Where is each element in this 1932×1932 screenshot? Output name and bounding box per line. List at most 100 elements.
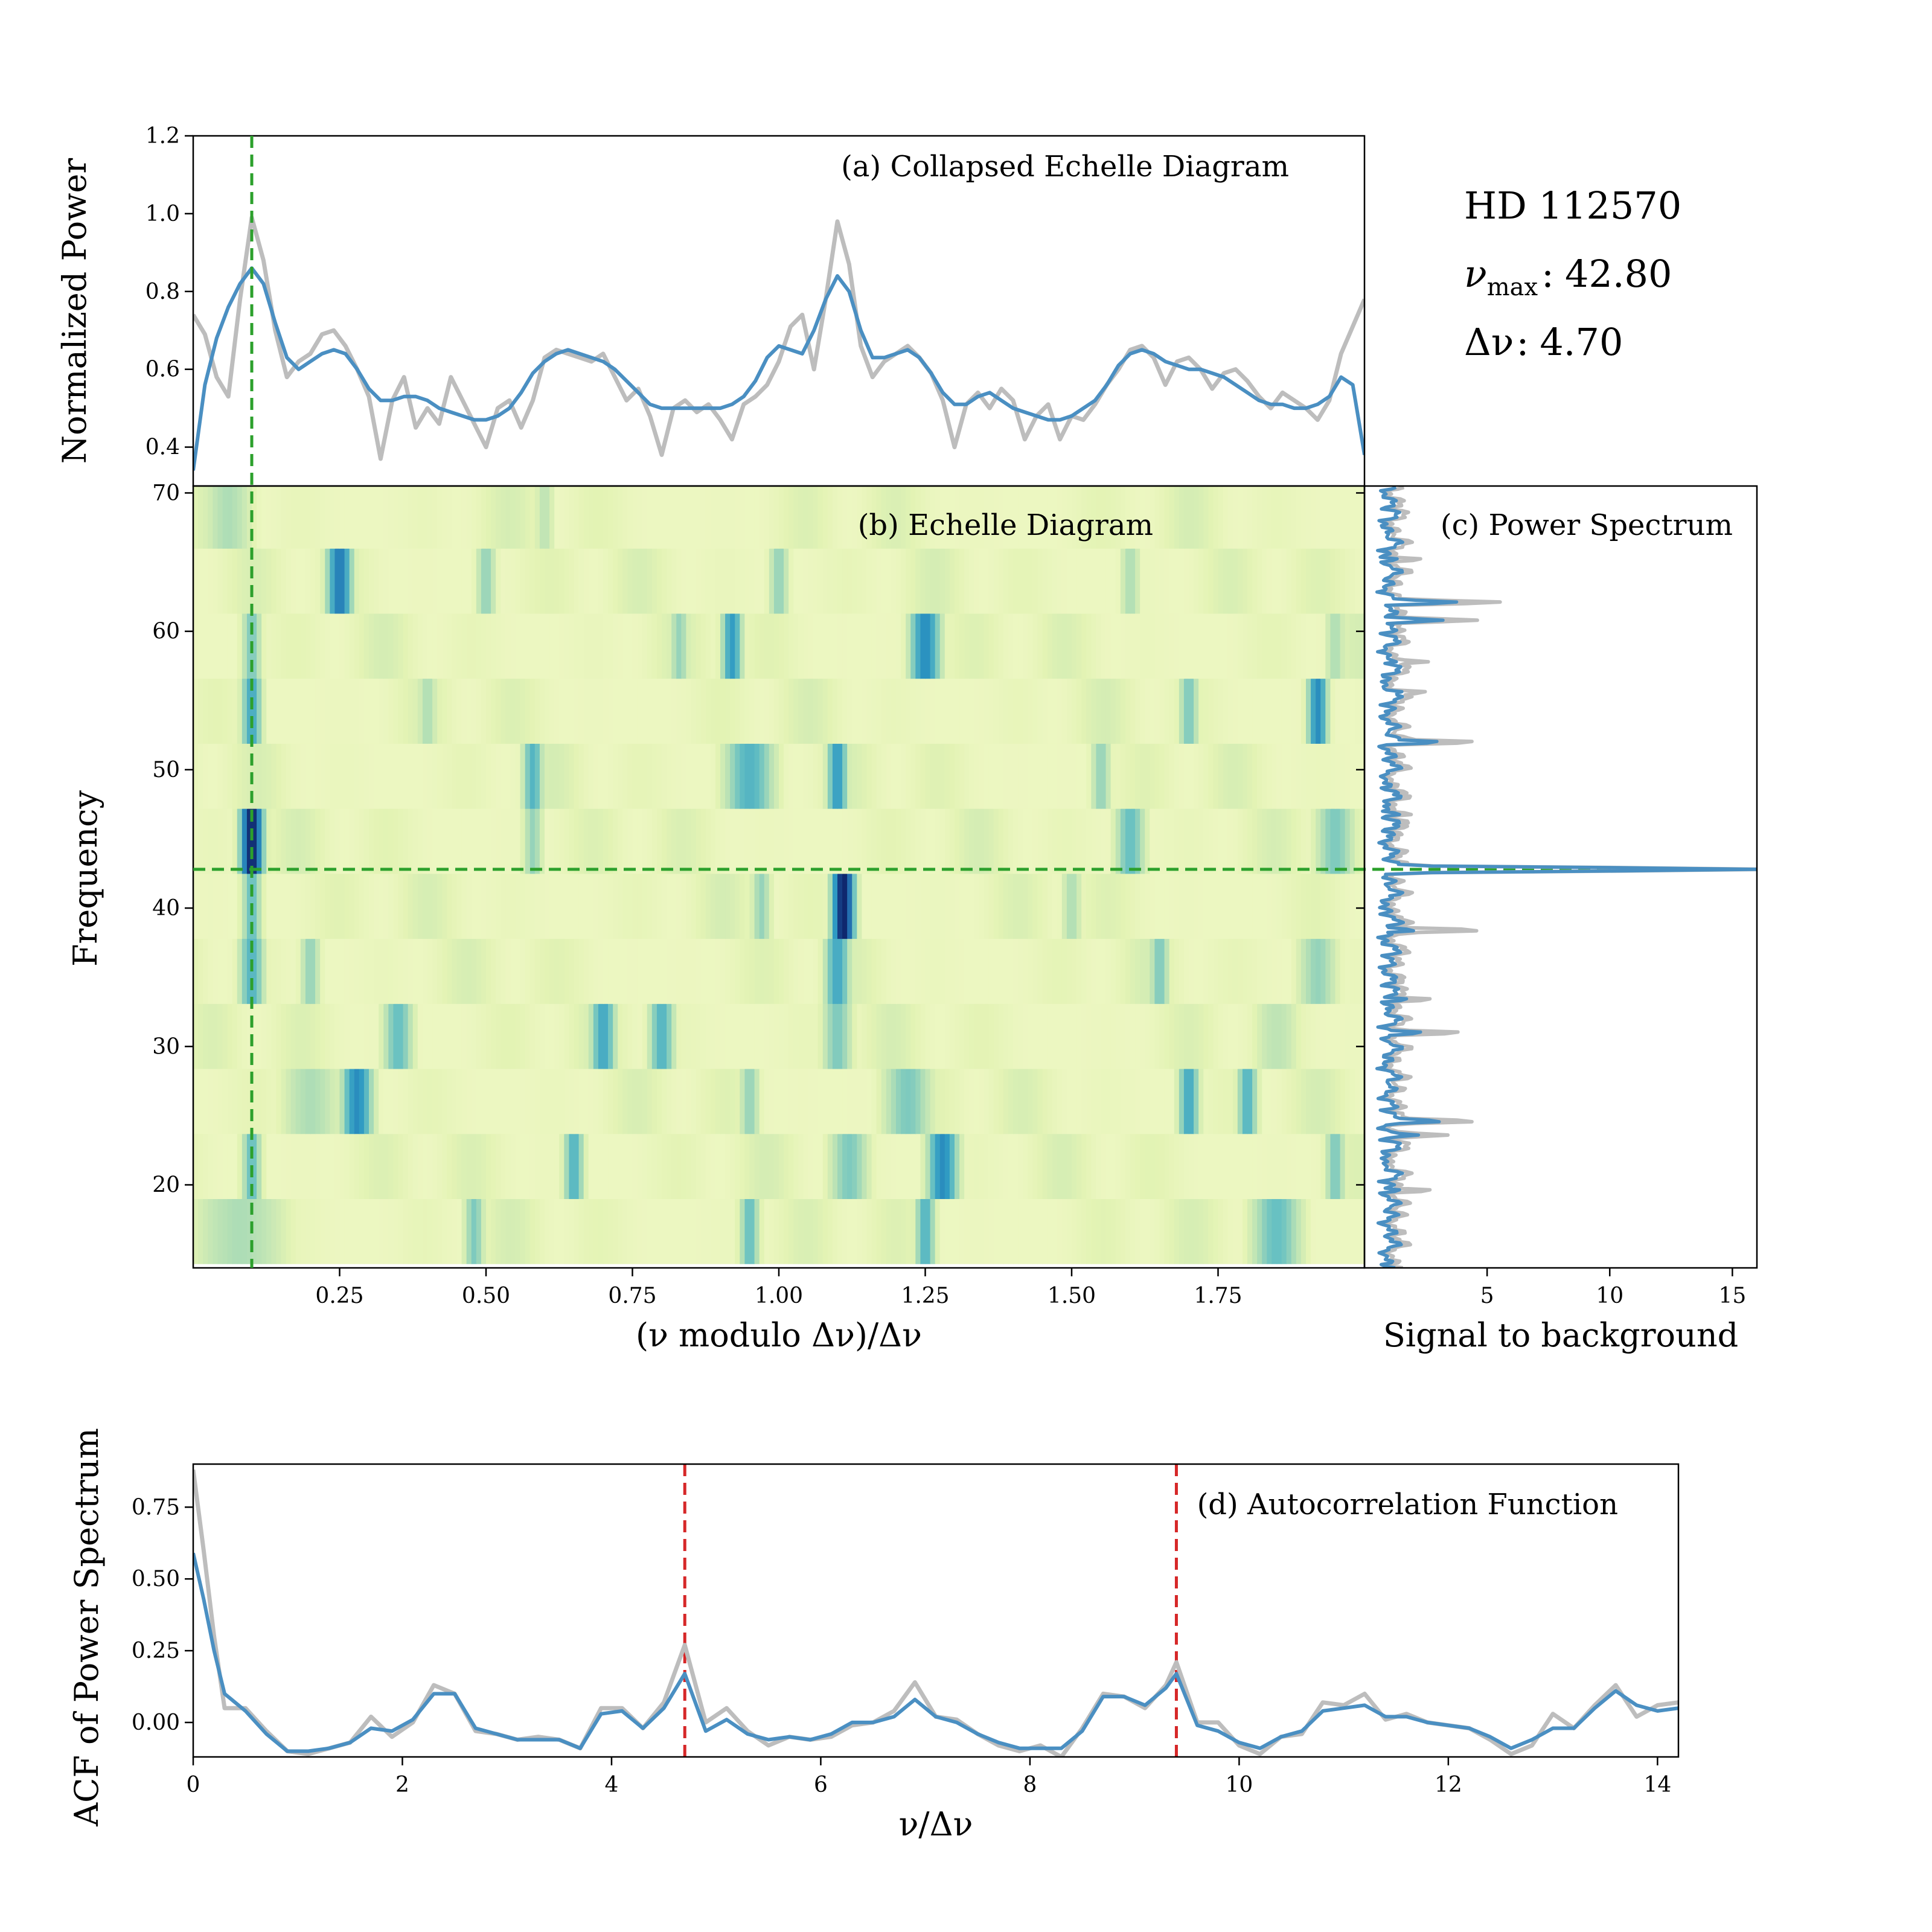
echelle-cell	[979, 1198, 985, 1264]
echelle-cell	[964, 1068, 970, 1134]
echelle-cell	[1227, 808, 1233, 874]
echelle-cell	[232, 808, 238, 874]
echelle-cell	[700, 808, 706, 874]
echelle-cell	[481, 1003, 487, 1069]
echelle-cell	[486, 1068, 491, 1134]
echelle-cell	[1120, 1068, 1126, 1134]
echelle-cell	[886, 808, 892, 874]
echelle-cell	[754, 1133, 760, 1199]
echelle-cell	[681, 613, 687, 679]
echelle-cell	[1223, 1198, 1229, 1264]
echelle-cell	[1008, 873, 1014, 939]
echelle-cell	[667, 1003, 672, 1069]
echelle-cell	[432, 486, 438, 549]
echelle-cell	[930, 678, 936, 744]
echelle-cell	[476, 1068, 482, 1134]
echelle-cell	[198, 1198, 203, 1264]
echelle-cell	[955, 808, 960, 874]
echelle-cell	[896, 486, 901, 549]
echelle-cell	[403, 808, 409, 874]
echelle-cell	[208, 938, 214, 1004]
echelle-cell	[730, 938, 736, 1004]
echelle-cell	[827, 1133, 833, 1199]
echelle-cell	[1042, 613, 1048, 679]
echelle-cell	[344, 1133, 350, 1199]
echelle-cell	[242, 486, 248, 549]
echelle-cell	[1130, 808, 1136, 874]
echelle-cell	[427, 486, 433, 549]
echelle-cell	[1174, 1003, 1180, 1069]
echelle-cell	[788, 678, 795, 744]
echelle-cell	[1218, 678, 1224, 744]
echelle-cell	[452, 873, 458, 939]
echelle-cell	[476, 1133, 482, 1199]
echelle-cell	[637, 743, 643, 809]
echelle-cell	[910, 548, 916, 614]
echelle-cell	[1066, 1198, 1072, 1264]
b-xtick-0.25-label: 0.25	[315, 1284, 363, 1308]
echelle-cell	[1140, 1068, 1146, 1134]
echelle-cell	[1203, 1068, 1209, 1134]
echelle-cell	[1252, 1133, 1258, 1199]
echelle-cell	[1330, 1003, 1336, 1069]
echelle-cell	[832, 678, 838, 744]
echelle-cell	[1198, 743, 1204, 809]
echelle-cell	[1003, 808, 1009, 874]
echelle-cell	[1271, 938, 1278, 1004]
echelle-cell	[1286, 873, 1292, 939]
echelle-cell	[808, 938, 814, 1004]
echelle-cell	[1296, 873, 1302, 939]
echelle-cell	[300, 873, 306, 939]
echelle-cell	[1105, 486, 1112, 549]
panel-c-frame	[1363, 485, 1758, 1269]
echelle-cell	[1325, 808, 1331, 874]
echelle-cell	[1208, 938, 1214, 1004]
echelle-cell	[744, 1003, 750, 1069]
echelle-cell	[393, 808, 399, 874]
echelle-cell	[271, 548, 277, 614]
echelle-cell	[501, 808, 507, 874]
echelle-cell	[696, 486, 702, 549]
echelle-cell	[1169, 1068, 1175, 1134]
echelle-cell	[569, 743, 575, 809]
echelle-cell	[549, 743, 555, 809]
echelle-cell	[935, 743, 941, 809]
echelle-cell	[632, 938, 638, 1004]
echelle-cell	[857, 743, 863, 809]
echelle-cell	[427, 1003, 433, 1069]
echelle-cell	[320, 873, 326, 939]
echelle-cell	[817, 743, 824, 809]
echelle-cell	[305, 1068, 311, 1134]
echelle-cell	[1101, 1003, 1107, 1069]
echelle-cell	[574, 613, 580, 679]
echelle-cell	[222, 1068, 228, 1134]
echelle-cell	[613, 873, 619, 939]
echelle-cell	[1354, 1198, 1360, 1264]
echelle-cell	[622, 486, 629, 549]
echelle-cell	[891, 613, 897, 679]
echelle-cell	[408, 1068, 414, 1134]
echelle-cell	[754, 938, 760, 1004]
echelle-cell	[735, 613, 741, 679]
echelle-cell	[720, 1133, 726, 1199]
echelle-cell	[662, 938, 667, 1004]
echelle-cell	[222, 1133, 228, 1199]
echelle-cell	[647, 873, 653, 939]
echelle-cell	[1052, 613, 1058, 679]
echelle-cell	[671, 938, 677, 1004]
echelle-cell	[896, 613, 901, 679]
echelle-cell	[1316, 1068, 1322, 1134]
echelle-cell	[881, 938, 887, 1004]
echelle-cell	[671, 743, 677, 809]
echelle-cell	[754, 1003, 760, 1069]
echelle-cell	[354, 678, 360, 744]
echelle-cell	[1081, 1198, 1087, 1264]
echelle-cell	[1325, 1068, 1331, 1134]
echelle-cell	[369, 1068, 374, 1134]
echelle-cell	[1145, 1198, 1151, 1264]
echelle-cell	[632, 808, 638, 874]
echelle-cell	[1194, 873, 1199, 939]
echelle-cell	[208, 1003, 214, 1069]
echelle-cell	[852, 873, 858, 939]
echelle-cell	[691, 613, 697, 679]
